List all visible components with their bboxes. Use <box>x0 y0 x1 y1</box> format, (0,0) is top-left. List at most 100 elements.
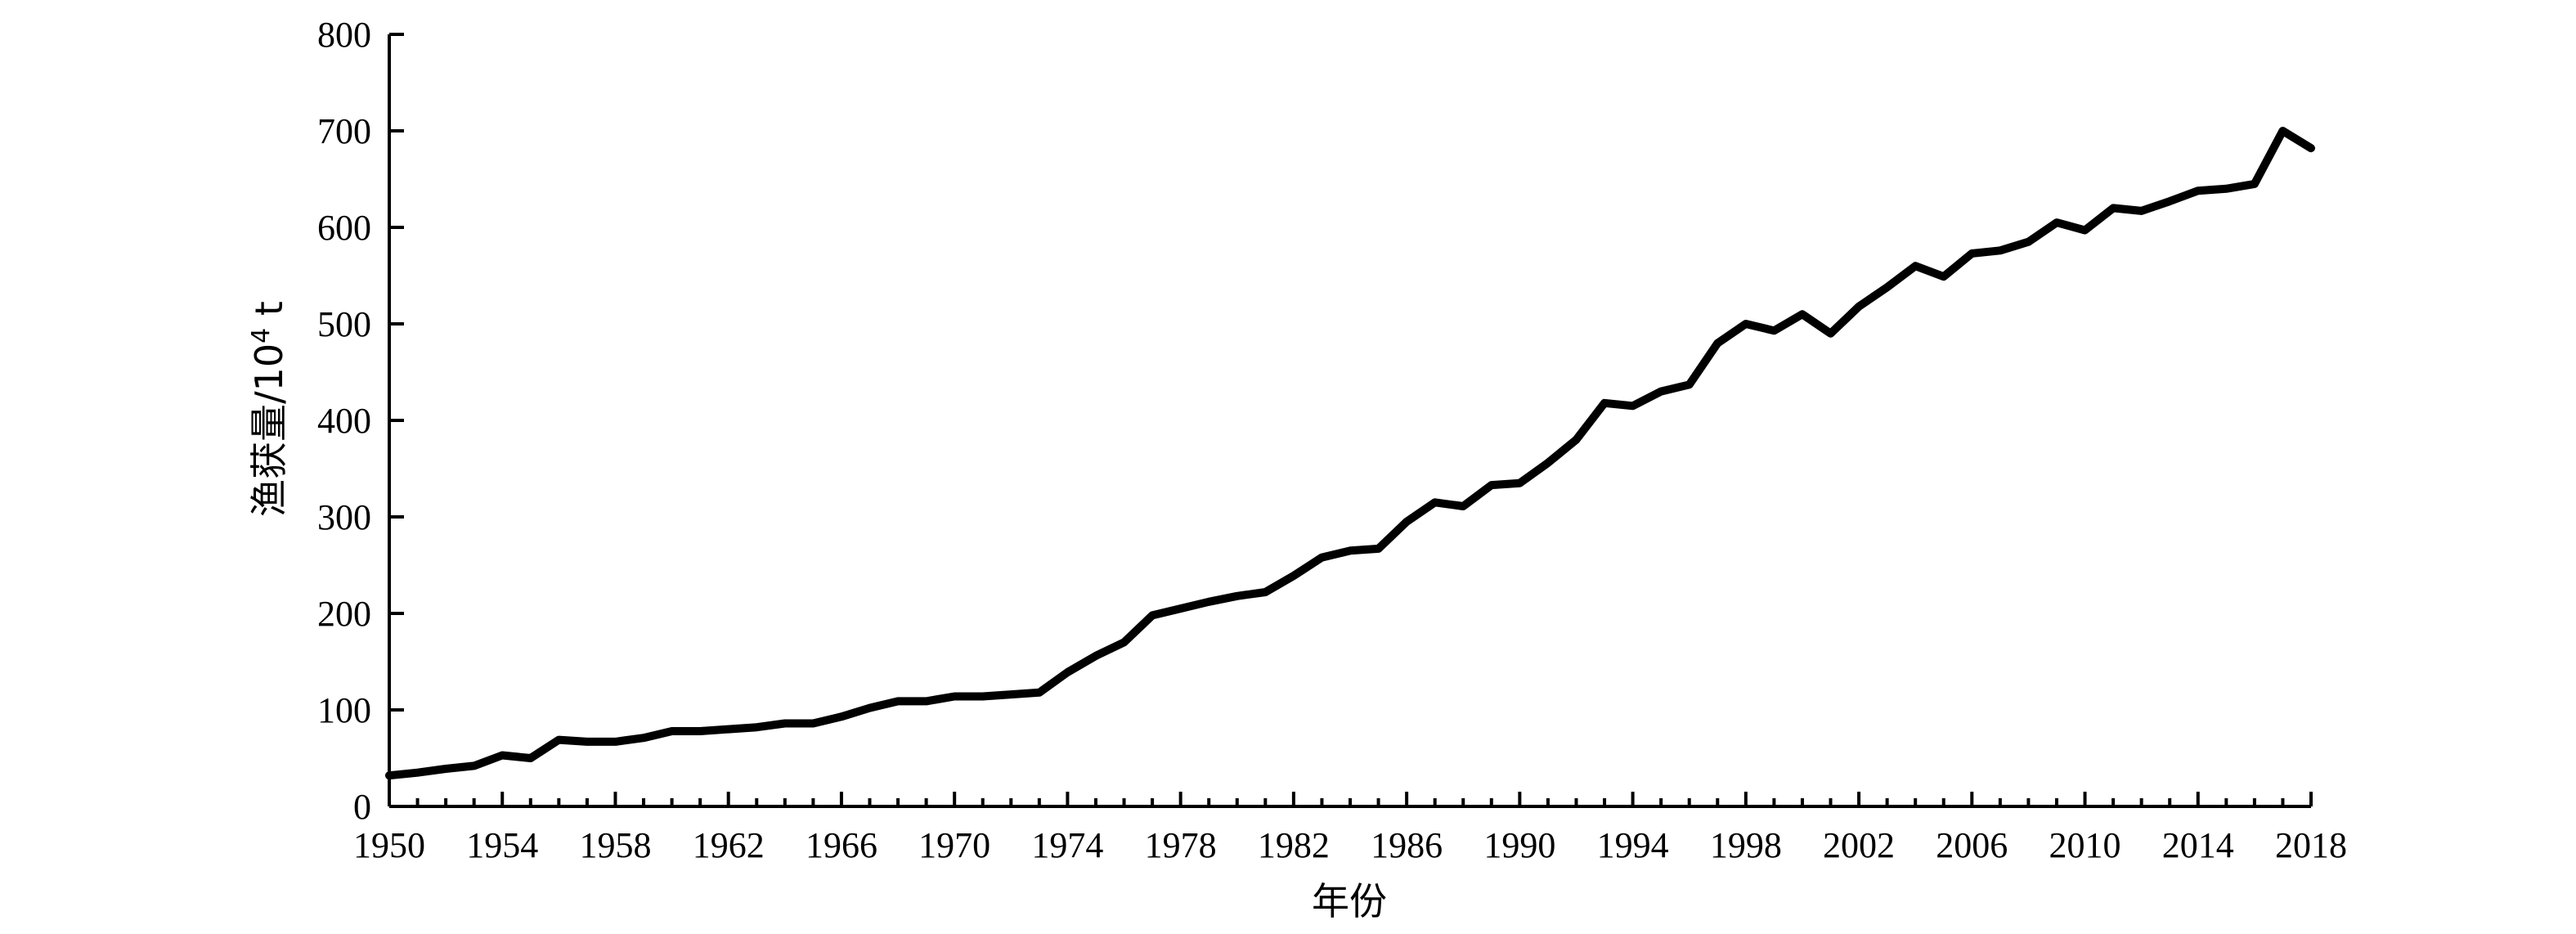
y-tick-label: 600 <box>317 208 371 248</box>
data-point <box>1431 499 1438 506</box>
data-point <box>1770 327 1778 335</box>
data-point <box>583 738 590 745</box>
data-point <box>837 713 845 721</box>
data-point <box>1205 598 1213 605</box>
data-point <box>612 738 619 745</box>
y-axis-title-main: 渔获量/10 <box>247 344 291 517</box>
data-point <box>1290 572 1297 579</box>
data-point <box>499 752 506 759</box>
data-point <box>1856 303 1863 310</box>
data-point <box>1658 388 1665 395</box>
data-point <box>442 765 450 772</box>
y-tick-label: 500 <box>317 304 371 344</box>
data-point <box>2279 128 2287 134</box>
data-point <box>2166 198 2174 205</box>
data-point <box>2110 204 2117 212</box>
x-tick-label: 2010 <box>2049 825 2121 865</box>
data-point <box>386 772 393 779</box>
data-point <box>640 734 648 742</box>
x-tick-label: 1954 <box>466 825 538 865</box>
x-tick-label: 1966 <box>806 825 877 865</box>
data-point <box>1177 605 1184 613</box>
data-point <box>2194 187 2201 195</box>
y-tick-label: 700 <box>317 111 371 151</box>
y-axis-title: 渔获量/104 t <box>247 301 291 517</box>
data-point <box>1318 554 1326 561</box>
x-tick-label: 1950 <box>353 825 425 865</box>
series-line <box>385 127 2315 780</box>
x-tick-label: 1982 <box>1258 825 1330 865</box>
data-point <box>1092 652 1099 659</box>
data-point <box>1827 330 1834 337</box>
x-tick-label: 1998 <box>1710 825 1782 865</box>
data-point <box>1035 689 1043 696</box>
data-point <box>1742 321 1749 327</box>
axes <box>388 34 2311 808</box>
data-point <box>781 720 788 727</box>
x-tick-label: 1962 <box>693 825 765 865</box>
data-point <box>555 736 563 743</box>
data-point <box>1912 263 1919 270</box>
data-point <box>1573 436 1580 443</box>
data-point <box>1516 479 1524 487</box>
y-tick-label: 200 <box>317 594 371 634</box>
data-point <box>527 755 534 761</box>
x-tick-label: 1974 <box>1031 825 1103 865</box>
data-point <box>1120 639 1128 646</box>
data-point <box>951 693 958 700</box>
data-point <box>470 762 478 770</box>
x-tick-label: 1970 <box>918 825 990 865</box>
x-tick-label: 1990 <box>1483 825 1555 865</box>
data-point <box>1685 381 1693 388</box>
x-tick-label: 1994 <box>1597 825 1669 865</box>
data-point <box>2053 219 2060 227</box>
y-axis-title-unit: t <box>247 301 291 328</box>
data-point <box>1629 402 1636 410</box>
x-tick-label: 2006 <box>1936 825 2008 865</box>
data-point <box>1403 518 1411 525</box>
data-point <box>1883 284 1891 291</box>
data-point <box>2251 180 2258 187</box>
x-tick-label: 2018 <box>2275 825 2347 865</box>
data-point <box>1544 459 1551 466</box>
y-tick-label: 100 <box>317 690 371 730</box>
data-points <box>386 128 2314 779</box>
y-tick-label: 0 <box>353 787 371 827</box>
data-point <box>1008 691 1015 698</box>
data-point <box>1064 668 1071 676</box>
x-tick-label: 1958 <box>579 825 651 865</box>
data-point <box>697 727 704 734</box>
data-point <box>1233 592 1241 599</box>
series-layer <box>385 127 2315 780</box>
y-tick-label: 800 <box>317 15 371 55</box>
data-point <box>1262 589 1269 596</box>
x-axis-ticks: 1950 1954 1958 1962 1966 1970 1974 1978 1982 1986… <box>353 792 2347 865</box>
data-point <box>1940 273 1947 281</box>
data-point <box>1968 249 1976 257</box>
data-point <box>810 720 817 727</box>
x-tick-label: 1986 <box>1371 825 1443 865</box>
data-point <box>1149 612 1156 619</box>
y-axis-title-superscript: 4 <box>247 328 276 344</box>
data-point <box>414 769 421 776</box>
data-point <box>2308 145 2314 152</box>
data-point <box>753 724 761 731</box>
data-point <box>2025 238 2032 245</box>
data-point <box>2138 207 2145 214</box>
data-point <box>866 704 873 712</box>
data-point <box>725 725 732 733</box>
x-tick-label: 1978 <box>1145 825 1217 865</box>
data-point <box>2223 185 2230 192</box>
x-tick-label: 2014 <box>2162 825 2234 865</box>
data-point <box>2081 227 2089 234</box>
data-point <box>1714 339 1721 347</box>
data-point <box>1460 503 1467 510</box>
data-point <box>922 698 930 705</box>
data-point <box>1375 545 1382 552</box>
y-axis-ticks: 0 100 200 300 400 500 600 700 800 <box>317 15 404 827</box>
y-tick-label: 300 <box>317 497 371 537</box>
data-point <box>979 693 986 700</box>
data-point <box>668 727 675 734</box>
data-point <box>1488 482 1495 489</box>
